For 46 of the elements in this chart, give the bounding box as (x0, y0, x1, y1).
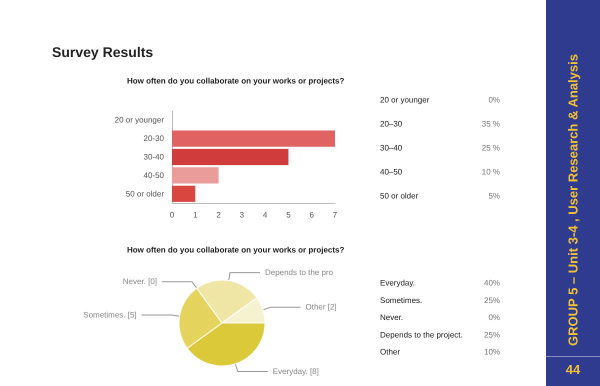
text: 0% (488, 313, 500, 322)
chart-title: Survey Results (52, 44, 154, 60)
text: Sometimes. (380, 296, 422, 305)
x-tick-label: 3 (240, 210, 245, 220)
x-tick-label: 1 (193, 210, 198, 220)
y-tick-label: 50 or older (126, 189, 164, 198)
text: 40–50 (380, 168, 403, 176)
y-tick-label: 20-30 (144, 134, 165, 144)
text: Everyday. (380, 278, 415, 288)
text: 20 or younger (380, 96, 430, 104)
x-tick-label: 5 (286, 210, 292, 220)
text: 20–30 (380, 120, 403, 128)
text: 10% (484, 348, 500, 357)
text: Never. (380, 313, 404, 322)
text: 35 % (482, 120, 500, 128)
text: 25% (484, 330, 500, 340)
text: 40% (484, 278, 500, 288)
y-tick-label: 40-50 (144, 170, 165, 180)
text: 5% (488, 192, 500, 200)
x-tick-label: 4 (262, 210, 268, 220)
text: 50 or older (380, 192, 419, 200)
sidebar-panel: GROUP 5 – Unit 3-4 , User Research & Analysis 44 (546, 0, 600, 386)
slice-label: Sometimes. [5] (83, 310, 137, 320)
y-tick-label: 20 or younger (114, 116, 164, 125)
bar (172, 130, 335, 147)
bar (172, 167, 219, 184)
x-tick-label: 6 (309, 210, 314, 220)
text: 0% (488, 96, 500, 104)
text: 30–40 (380, 144, 403, 152)
text: 25% (484, 296, 500, 305)
chart-subtitle: How often do you collaborate on your works or projects? (127, 76, 344, 86)
slice-label: Other [2] (306, 302, 337, 312)
x-tick-label: 7 (332, 210, 338, 220)
text: Other (380, 348, 400, 357)
text: 25 % (482, 144, 500, 152)
chart-title: How often do you collaborate on your works or projects? (127, 246, 344, 254)
slice-label: Depends to the pro (264, 268, 334, 278)
bar (172, 148, 288, 166)
slice-label: Everyday. [8] (272, 367, 319, 376)
text: 10 % (482, 168, 500, 176)
x-tick-label: 2 (216, 210, 222, 220)
legend-label: Never. [0] (122, 277, 158, 286)
text: Depends to the project. (380, 330, 463, 340)
bar (172, 186, 196, 202)
y-tick-label: 30-40 (144, 152, 165, 162)
x-tick-label: 0 (170, 210, 175, 220)
